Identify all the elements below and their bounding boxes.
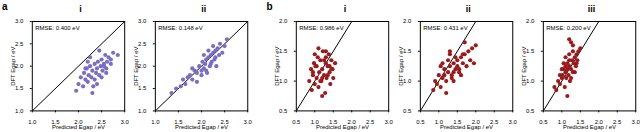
svg-text:RMSE: 0.148 eV: RMSE: 0.148 eV	[158, 25, 202, 31]
html-text:i: i	[343, 4, 347, 14]
svg-text:0.5: 0.5	[416, 119, 425, 125]
svg-text:1.0: 1.0	[526, 78, 535, 84]
svg-text:DFT Egap / eV: DFT Egap / eV	[520, 47, 526, 86]
svg-text:1.5: 1.5	[138, 85, 147, 91]
svg-text:3.0: 3.0	[138, 18, 147, 24]
html-text:iii: iii	[587, 4, 596, 14]
svg-text:1.5: 1.5	[279, 48, 288, 54]
svg-text:0.5: 0.5	[403, 108, 412, 114]
svg-text:1.5: 1.5	[403, 48, 412, 54]
svg-text:2.5: 2.5	[138, 41, 147, 47]
svg-text:2.5: 2.5	[366, 119, 375, 126]
svg-text:2.0: 2.0	[526, 18, 535, 24]
svg-text:Predicted Egap / eV: Predicted Egap / eV	[52, 124, 105, 130]
svg-text:2.0: 2.0	[348, 119, 357, 126]
svg-text:1.0: 1.0	[151, 119, 160, 125]
svg-text:RMSE: 0.200 eV: RMSE: 0.200 eV	[546, 25, 590, 31]
svg-text:2.0: 2.0	[197, 119, 206, 126]
svg-text:1.0: 1.0	[311, 119, 320, 126]
svg-text:3.0: 3.0	[508, 119, 517, 125]
svg-text:2.0: 2.0	[594, 119, 603, 126]
svg-text:2.0: 2.0	[279, 18, 288, 24]
svg-text:1.5: 1.5	[526, 48, 535, 54]
svg-text:1.0: 1.0	[279, 78, 288, 84]
svg-text:DFT Egap / eV: DFT Egap / eV	[397, 47, 403, 86]
svg-text:RMSE: 0.431 eV: RMSE: 0.431 eV	[423, 25, 467, 31]
svg-text:RMSE: 0.400 eV: RMSE: 0.400 eV	[35, 25, 79, 31]
svg-text:1.0: 1.0	[557, 119, 566, 126]
html-text:i: i	[79, 4, 82, 14]
svg-text:Predicted Egap / eV: Predicted Egap / eV	[440, 124, 493, 130]
svg-text:0.5: 0.5	[526, 108, 535, 114]
svg-text:2.0: 2.0	[403, 18, 412, 24]
svg-text:3.0: 3.0	[121, 119, 130, 125]
svg-text:1.5: 1.5	[329, 119, 338, 126]
svg-text:1.5: 1.5	[51, 119, 60, 126]
svg-text:2.5: 2.5	[15, 41, 24, 47]
svg-text:1.5: 1.5	[174, 119, 183, 126]
svg-text:3.0: 3.0	[15, 18, 24, 24]
svg-text:2.5: 2.5	[97, 119, 106, 126]
html-text:b: b	[266, 1, 273, 12]
svg-text:1.0: 1.0	[28, 119, 37, 125]
html-text:ii: ii	[201, 4, 207, 14]
html-text:ii: ii	[465, 4, 471, 14]
svg-text:Predicted Egap / eV: Predicted Egap / eV	[563, 124, 616, 130]
svg-text:DFT Egap / eV: DFT Egap / eV	[10, 47, 16, 86]
svg-text:0.5: 0.5	[279, 108, 288, 114]
svg-text:2.0: 2.0	[138, 63, 147, 69]
svg-text:2.5: 2.5	[612, 119, 622, 126]
svg-text:3.0: 3.0	[385, 119, 394, 125]
svg-text:0.5: 0.5	[539, 119, 548, 125]
svg-text:1.0: 1.0	[15, 108, 24, 114]
svg-text:3.0: 3.0	[244, 119, 253, 125]
svg-text:1.5: 1.5	[575, 119, 585, 126]
svg-text:Predicted Egap / eV: Predicted Egap / eV	[175, 124, 228, 130]
svg-text:2.5: 2.5	[489, 119, 498, 126]
svg-text:1.0: 1.0	[434, 119, 443, 126]
svg-text:Predicted Egap / eV: Predicted Egap / eV	[316, 124, 369, 130]
svg-text:2.5: 2.5	[220, 119, 229, 126]
svg-text:1.0: 1.0	[138, 108, 147, 114]
svg-text:DFT Egap / eV: DFT Egap / eV	[274, 47, 280, 86]
html-text:a: a	[2, 1, 8, 12]
svg-text:2.0: 2.0	[15, 63, 24, 69]
svg-text:2.0: 2.0	[471, 119, 480, 126]
svg-text:1.0: 1.0	[403, 78, 412, 84]
svg-text:1.5: 1.5	[452, 119, 461, 126]
svg-text:DFT Egap / eV: DFT Egap / eV	[133, 47, 139, 86]
svg-text:1.5: 1.5	[15, 85, 24, 91]
svg-text:3.0: 3.0	[631, 119, 640, 125]
svg-text:0.5: 0.5	[293, 119, 302, 125]
svg-text:2.0: 2.0	[74, 119, 83, 126]
svg-text:RMSE: 0.986 eV: RMSE: 0.986 eV	[300, 25, 344, 31]
